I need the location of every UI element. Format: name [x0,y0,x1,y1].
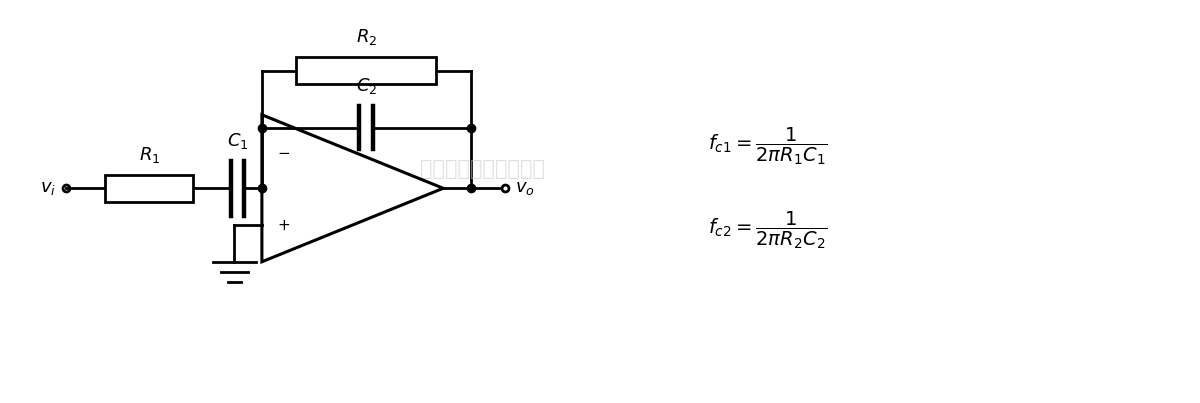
Text: $-$: $-$ [277,144,289,159]
Text: $f_{c1}=\dfrac{1}{2\pi R_1 C_1}$: $f_{c1}=\dfrac{1}{2\pi R_1 C_1}$ [708,125,827,167]
Bar [296,57,437,84]
Bar [106,174,193,202]
Text: $C_2$: $C_2$ [355,76,377,96]
Text: $C_1$: $C_1$ [227,131,248,151]
Text: $+$: $+$ [277,218,289,233]
Text: $R_1$: $R_1$ [138,145,160,165]
Text: $v_i$: $v_i$ [40,179,56,197]
Text: 杭州将睷科技有限公司: 杭州将睷科技有限公司 [420,159,545,179]
Text: $f_{c2}=\dfrac{1}{2\pi R_2 C_2}$: $f_{c2}=\dfrac{1}{2\pi R_2 C_2}$ [708,210,827,251]
Text: $v_o$: $v_o$ [515,179,534,197]
Text: $R_2$: $R_2$ [355,27,377,47]
